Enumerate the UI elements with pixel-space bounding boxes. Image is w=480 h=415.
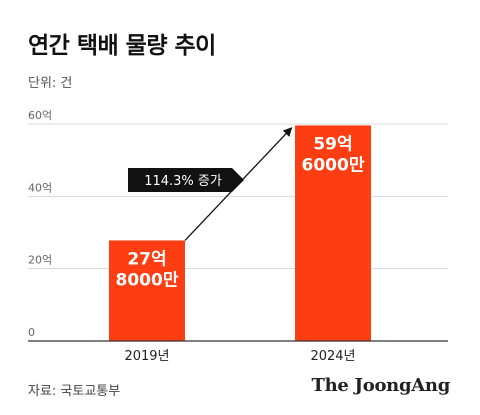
x-tick-label: 2024년	[310, 349, 355, 364]
y-tick-label: 60억	[28, 109, 52, 122]
y-tick-label: 40억	[28, 181, 52, 194]
y-tick-label: 0	[28, 326, 35, 339]
data-label: 27억	[127, 249, 166, 269]
unit-label: 단위: 건	[28, 76, 73, 91]
bar	[109, 240, 185, 341]
publisher-logo: The JoongAng	[311, 375, 451, 396]
data-label: 59억	[313, 134, 352, 154]
x-tick-label: 2019년	[124, 349, 169, 364]
chart-title: 연간 택배 물량 추이	[28, 33, 216, 59]
data-label: 8000만	[116, 270, 179, 290]
data-label: 6000만	[302, 155, 365, 175]
y-tick-label: 20억	[28, 254, 52, 267]
growth-badge-text: 114.3% 증가	[144, 174, 222, 189]
growth-badge	[128, 168, 244, 192]
source-label: 자료: 국토교통부	[28, 384, 121, 399]
bar	[295, 125, 371, 342]
